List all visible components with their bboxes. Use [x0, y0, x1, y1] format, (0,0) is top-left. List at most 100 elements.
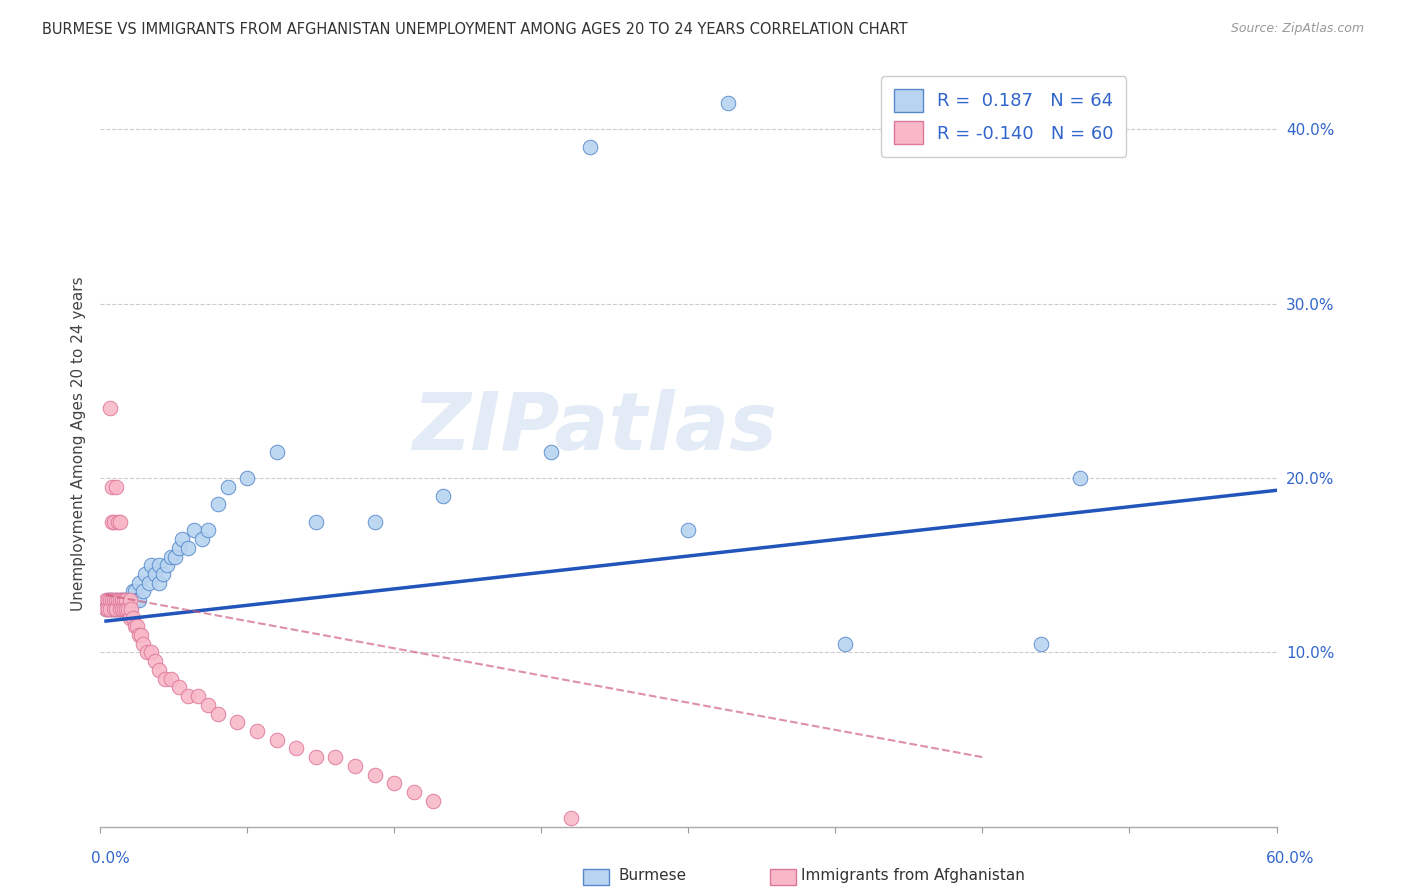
- Point: [159, 549, 181, 564]
- Point: [122, 584, 145, 599]
- Point: [94, 602, 117, 616]
- Point: [118, 602, 141, 616]
- Point: [101, 515, 124, 529]
- Point: [111, 593, 134, 607]
- Point: [117, 593, 139, 607]
- Point: [834, 637, 856, 651]
- Point: [172, 532, 194, 546]
- Point: [114, 593, 136, 607]
- Point: [325, 750, 347, 764]
- Point: [148, 663, 170, 677]
- Point: [98, 602, 121, 616]
- Point: [128, 628, 150, 642]
- Point: [143, 654, 166, 668]
- Point: [104, 602, 127, 616]
- Text: BURMESE VS IMMIGRANTS FROM AFGHANISTAN UNEMPLOYMENT AMONG AGES 20 TO 24 YEARS CO: BURMESE VS IMMIGRANTS FROM AFGHANISTAN U…: [42, 22, 908, 37]
- Point: [363, 515, 385, 529]
- Point: [305, 750, 328, 764]
- Point: [103, 593, 125, 607]
- Point: [128, 575, 150, 590]
- Point: [197, 698, 219, 712]
- Point: [117, 602, 139, 616]
- Point: [103, 602, 125, 616]
- Point: [108, 515, 131, 529]
- Point: [167, 541, 190, 555]
- Point: [107, 593, 129, 607]
- Point: [191, 532, 214, 546]
- Point: [127, 619, 149, 633]
- Point: [266, 445, 288, 459]
- Point: [112, 593, 135, 607]
- Point: [101, 602, 124, 616]
- Point: [167, 681, 190, 695]
- Point: [112, 593, 135, 607]
- Point: [98, 593, 121, 607]
- Point: [97, 593, 120, 607]
- Point: [1069, 471, 1091, 485]
- Point: [108, 593, 131, 607]
- Point: [152, 567, 174, 582]
- Point: [97, 602, 120, 616]
- Point: [103, 515, 125, 529]
- Point: [128, 593, 150, 607]
- Point: [118, 593, 141, 607]
- Point: [678, 524, 700, 538]
- Point: [207, 706, 229, 721]
- Point: [121, 602, 143, 616]
- Point: [156, 558, 179, 573]
- Point: [132, 584, 155, 599]
- Point: [97, 602, 120, 616]
- Point: [579, 140, 602, 154]
- Point: [177, 689, 200, 703]
- Point: [432, 489, 454, 503]
- Point: [107, 597, 129, 611]
- Point: [422, 794, 444, 808]
- Point: [124, 593, 146, 607]
- Legend: R =  0.187   N = 64, R = -0.140   N = 60: R = 0.187 N = 64, R = -0.140 N = 60: [882, 77, 1126, 157]
- Point: [131, 628, 153, 642]
- Point: [108, 602, 131, 616]
- Point: [104, 593, 127, 607]
- Point: [101, 593, 124, 607]
- Point: [226, 715, 249, 730]
- Text: ZIPatlas: ZIPatlas: [412, 389, 776, 467]
- Point: [104, 602, 127, 616]
- Text: 0.0%: 0.0%: [91, 851, 131, 865]
- Point: [285, 741, 308, 756]
- Point: [118, 610, 141, 624]
- Point: [114, 602, 136, 616]
- Point: [97, 593, 120, 607]
- Point: [98, 401, 121, 416]
- Point: [217, 480, 239, 494]
- Point: [138, 575, 160, 590]
- Text: 60.0%: 60.0%: [1267, 851, 1315, 865]
- Point: [122, 610, 145, 624]
- Point: [127, 593, 149, 607]
- Point: [108, 597, 131, 611]
- Point: [305, 515, 328, 529]
- Point: [114, 602, 136, 616]
- Point: [101, 480, 124, 494]
- Y-axis label: Unemployment Among Ages 20 to 24 years: Unemployment Among Ages 20 to 24 years: [72, 276, 86, 610]
- Point: [187, 689, 209, 703]
- Point: [197, 524, 219, 538]
- Point: [112, 602, 135, 616]
- Point: [236, 471, 259, 485]
- Point: [177, 541, 200, 555]
- Point: [121, 593, 143, 607]
- Point: [148, 558, 170, 573]
- Point: [560, 811, 582, 825]
- Point: [344, 759, 367, 773]
- Point: [1031, 637, 1053, 651]
- Point: [114, 593, 136, 607]
- Text: Source: ZipAtlas.com: Source: ZipAtlas.com: [1230, 22, 1364, 36]
- Point: [132, 637, 155, 651]
- Point: [112, 602, 135, 616]
- Point: [111, 602, 134, 616]
- Point: [101, 593, 124, 607]
- Point: [107, 602, 129, 616]
- Point: [111, 602, 134, 616]
- Point: [540, 445, 562, 459]
- Point: [104, 593, 127, 607]
- Point: [94, 602, 117, 616]
